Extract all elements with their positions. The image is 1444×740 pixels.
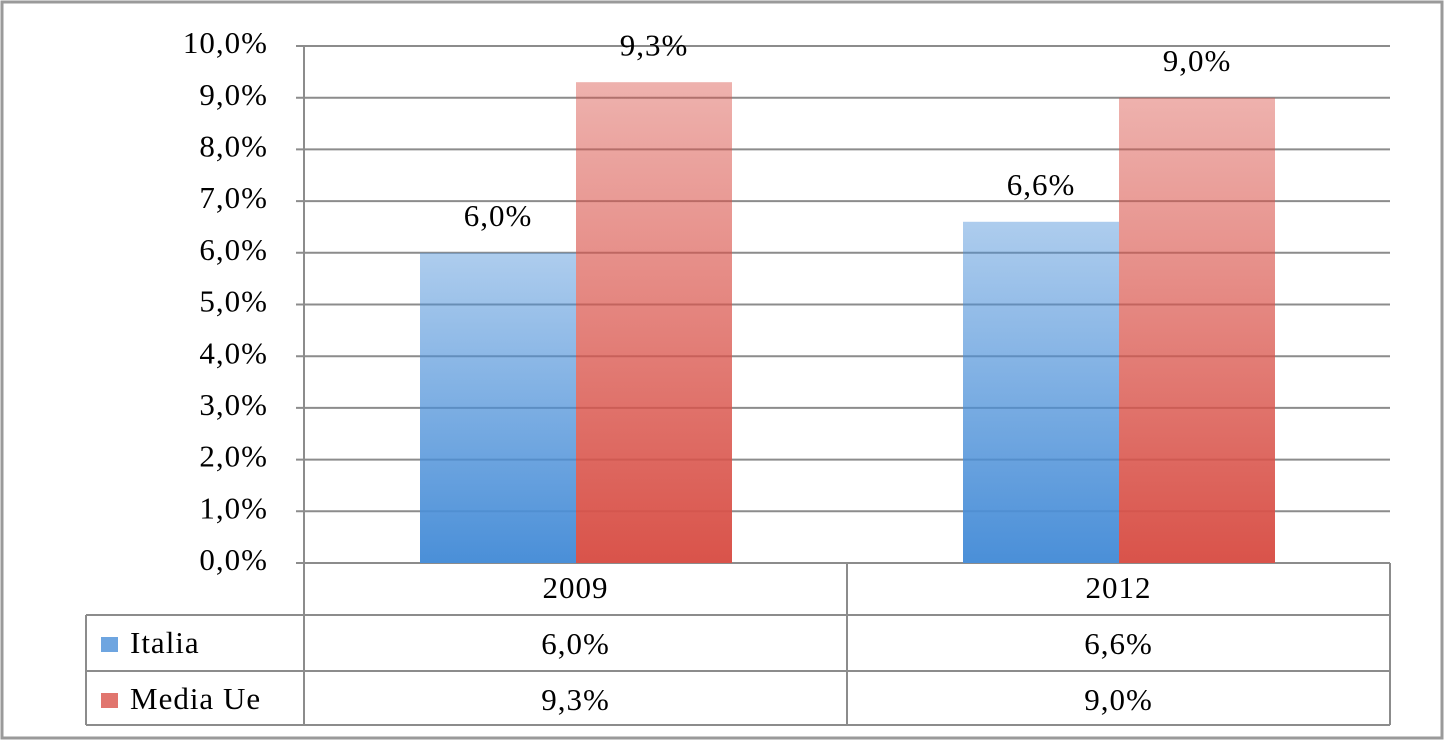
data-label: 6,6% bbox=[1007, 167, 1076, 202]
y-tick-label: 7,0% bbox=[199, 180, 268, 215]
y-tick-label: 5,0% bbox=[199, 284, 268, 319]
y-tick-label: 6,0% bbox=[199, 232, 268, 267]
y-tick-label: 8,0% bbox=[199, 129, 268, 164]
y-tick-label: 10,0% bbox=[183, 25, 268, 60]
data-label: 6,0% bbox=[464, 198, 533, 233]
y-tick-label: 3,0% bbox=[199, 387, 268, 422]
y-tick-label: 9,0% bbox=[199, 77, 268, 112]
x-tick-label: 2012 bbox=[1086, 570, 1152, 605]
y-tick-label: 4,0% bbox=[199, 335, 268, 370]
y-tick-label: 1,0% bbox=[199, 490, 268, 525]
data-label: 9,3% bbox=[620, 27, 689, 62]
legend-key bbox=[101, 693, 118, 708]
table-cell: 6,6% bbox=[1084, 626, 1153, 661]
y-tick-label: 0,0% bbox=[199, 542, 268, 577]
legend-label: Media Ue bbox=[130, 681, 261, 716]
data-table-frame bbox=[85, 46, 1391, 726]
table-cell: 9,0% bbox=[1084, 682, 1153, 717]
bar bbox=[1119, 97, 1275, 563]
data-label: 9,0% bbox=[1163, 43, 1232, 78]
bar bbox=[576, 82, 732, 563]
bar bbox=[963, 221, 1119, 563]
x-tick-label: 2009 bbox=[543, 570, 609, 605]
bar bbox=[420, 252, 576, 564]
y-tick-label: 2,0% bbox=[199, 439, 268, 474]
legend-label: Italia bbox=[130, 625, 200, 660]
table-cell: 9,3% bbox=[541, 682, 610, 717]
table-cell: 6,0% bbox=[541, 626, 610, 661]
legend-key bbox=[101, 637, 118, 652]
